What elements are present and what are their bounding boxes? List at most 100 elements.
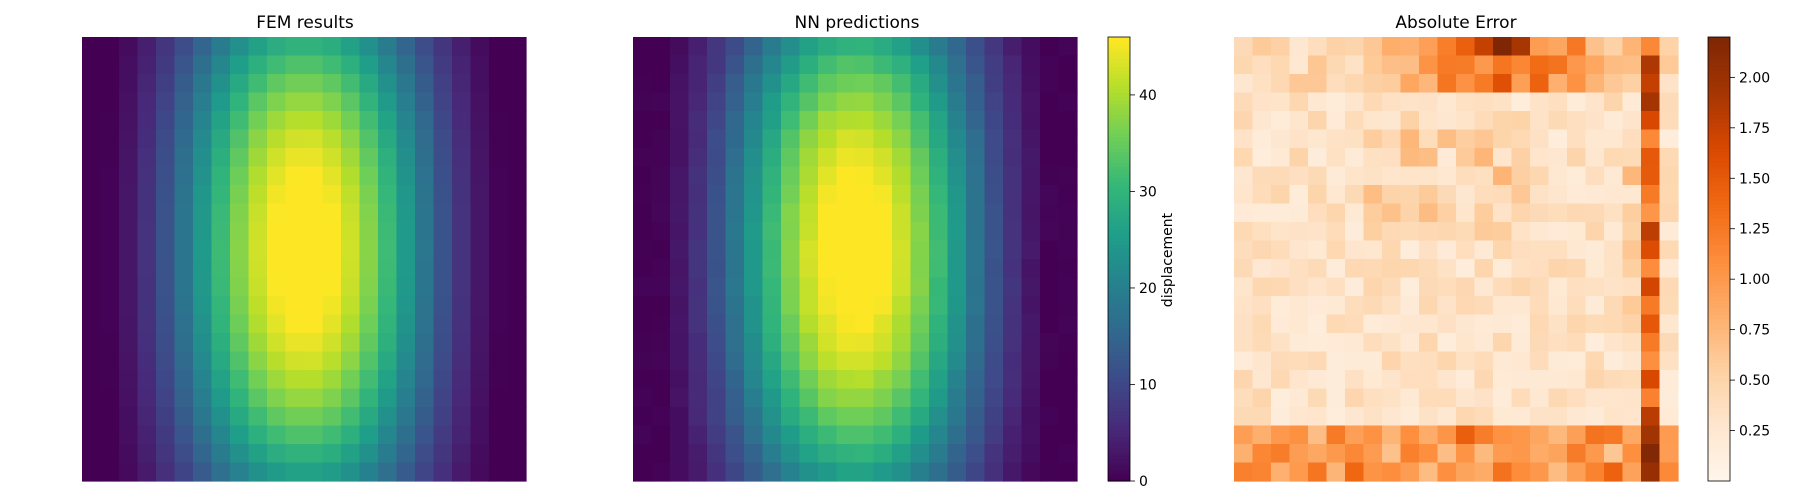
fem-cell [267, 351, 287, 371]
error-cell [1641, 240, 1661, 260]
error-cell [1474, 333, 1494, 353]
error-cell [1289, 462, 1309, 482]
fem-cell [100, 129, 120, 149]
error-colorbar-gradient [1708, 210, 1730, 216]
error-colorbar-gradient [1708, 207, 1730, 212]
nn-cell [762, 277, 782, 297]
error-colorbar-tick-label: 2.00 [1739, 70, 1770, 86]
nn-cell [670, 129, 690, 149]
error-cell [1567, 333, 1587, 353]
fem-cell [359, 129, 379, 149]
displacement-colorbar-gradient [1108, 381, 1130, 386]
error-cell [1548, 462, 1568, 482]
nn-cell [707, 55, 727, 75]
fem-cell [396, 296, 416, 316]
fem-cell [452, 222, 472, 242]
fem-cell [137, 148, 157, 168]
fem-cell [82, 333, 102, 353]
displacement-colorbar-gradient [1108, 418, 1130, 423]
error-cell [1585, 407, 1605, 427]
error-cell [1604, 37, 1624, 57]
error-cell [1567, 462, 1587, 482]
nn-cell [762, 259, 782, 279]
error-cell [1530, 129, 1550, 149]
nn-cell [725, 222, 745, 242]
error-cell [1493, 185, 1513, 205]
fem-cell [285, 370, 305, 390]
fem-cell [396, 370, 416, 390]
fem-cell [489, 351, 509, 371]
fem-cell [156, 314, 176, 334]
nn-cell [1003, 388, 1023, 408]
nn-cell [873, 185, 893, 205]
error-cell [1659, 333, 1679, 353]
error-cell [1363, 259, 1383, 279]
error-cell [1252, 74, 1272, 94]
nn-cell [670, 351, 690, 371]
fem-cell [470, 333, 490, 353]
error-cell [1400, 277, 1420, 297]
error-cell [1659, 55, 1679, 75]
error-cell [1493, 370, 1513, 390]
error-cell [1363, 333, 1383, 353]
nn-cell [1040, 129, 1060, 149]
displacement-colorbar-gradient [1108, 81, 1130, 86]
nn-cell [873, 203, 893, 223]
displacement-colorbar-gradient [1108, 469, 1130, 475]
fem-cell [82, 166, 102, 186]
error-cell [1382, 222, 1402, 242]
error-colorbar-gradient [1708, 436, 1730, 441]
error-cell [1437, 407, 1457, 427]
fem-cell [322, 222, 342, 242]
fem-cell [82, 148, 102, 168]
nn-cell [725, 333, 745, 353]
nn-cell [707, 259, 727, 279]
fem-cell [433, 240, 453, 260]
fem-cell [174, 277, 194, 297]
error-cell [1400, 185, 1420, 205]
error-cell [1659, 240, 1679, 260]
nn-cell [1021, 277, 1041, 297]
nn-cell [744, 259, 764, 279]
error-colorbar-gradient [1708, 414, 1730, 419]
fem-cell [119, 388, 139, 408]
nn-cell [836, 462, 856, 482]
fem-cell [82, 314, 102, 334]
error-cell [1289, 185, 1309, 205]
fem-cell [396, 129, 416, 149]
fem-cell [396, 388, 416, 408]
error-colorbar-gradient [1708, 432, 1730, 438]
error-cell [1530, 407, 1550, 427]
fem-cell [119, 166, 139, 186]
fem-cell [211, 55, 231, 75]
nn-cell [1003, 296, 1023, 316]
fem-cell [285, 37, 305, 57]
fem-cell [119, 407, 139, 427]
fem-cell [267, 444, 287, 464]
fem-cell [396, 222, 416, 242]
error-cell [1548, 351, 1568, 371]
error-cell [1234, 444, 1254, 464]
nn-cell [799, 185, 819, 205]
nn-cell [910, 314, 930, 334]
error-cell [1604, 462, 1624, 482]
error-colorbar-gradient [1708, 159, 1730, 164]
nn-cell [744, 185, 764, 205]
fem-cell [322, 296, 342, 316]
fem-cell [341, 425, 361, 445]
fem-cell [470, 111, 490, 131]
nn-cell [855, 425, 875, 445]
fem-cell [137, 222, 157, 242]
nn-cell [651, 407, 671, 427]
fem-cell [359, 333, 379, 353]
fem-cell [507, 296, 527, 316]
error-cell [1456, 425, 1476, 445]
nn-cell [762, 444, 782, 464]
nn-cell [873, 425, 893, 445]
fem-cell [322, 407, 342, 427]
error-colorbar-gradient [1708, 133, 1730, 138]
fem-cell [322, 462, 342, 482]
fem-cell [156, 185, 176, 205]
nn-cell [799, 351, 819, 371]
error-cell [1604, 296, 1624, 316]
